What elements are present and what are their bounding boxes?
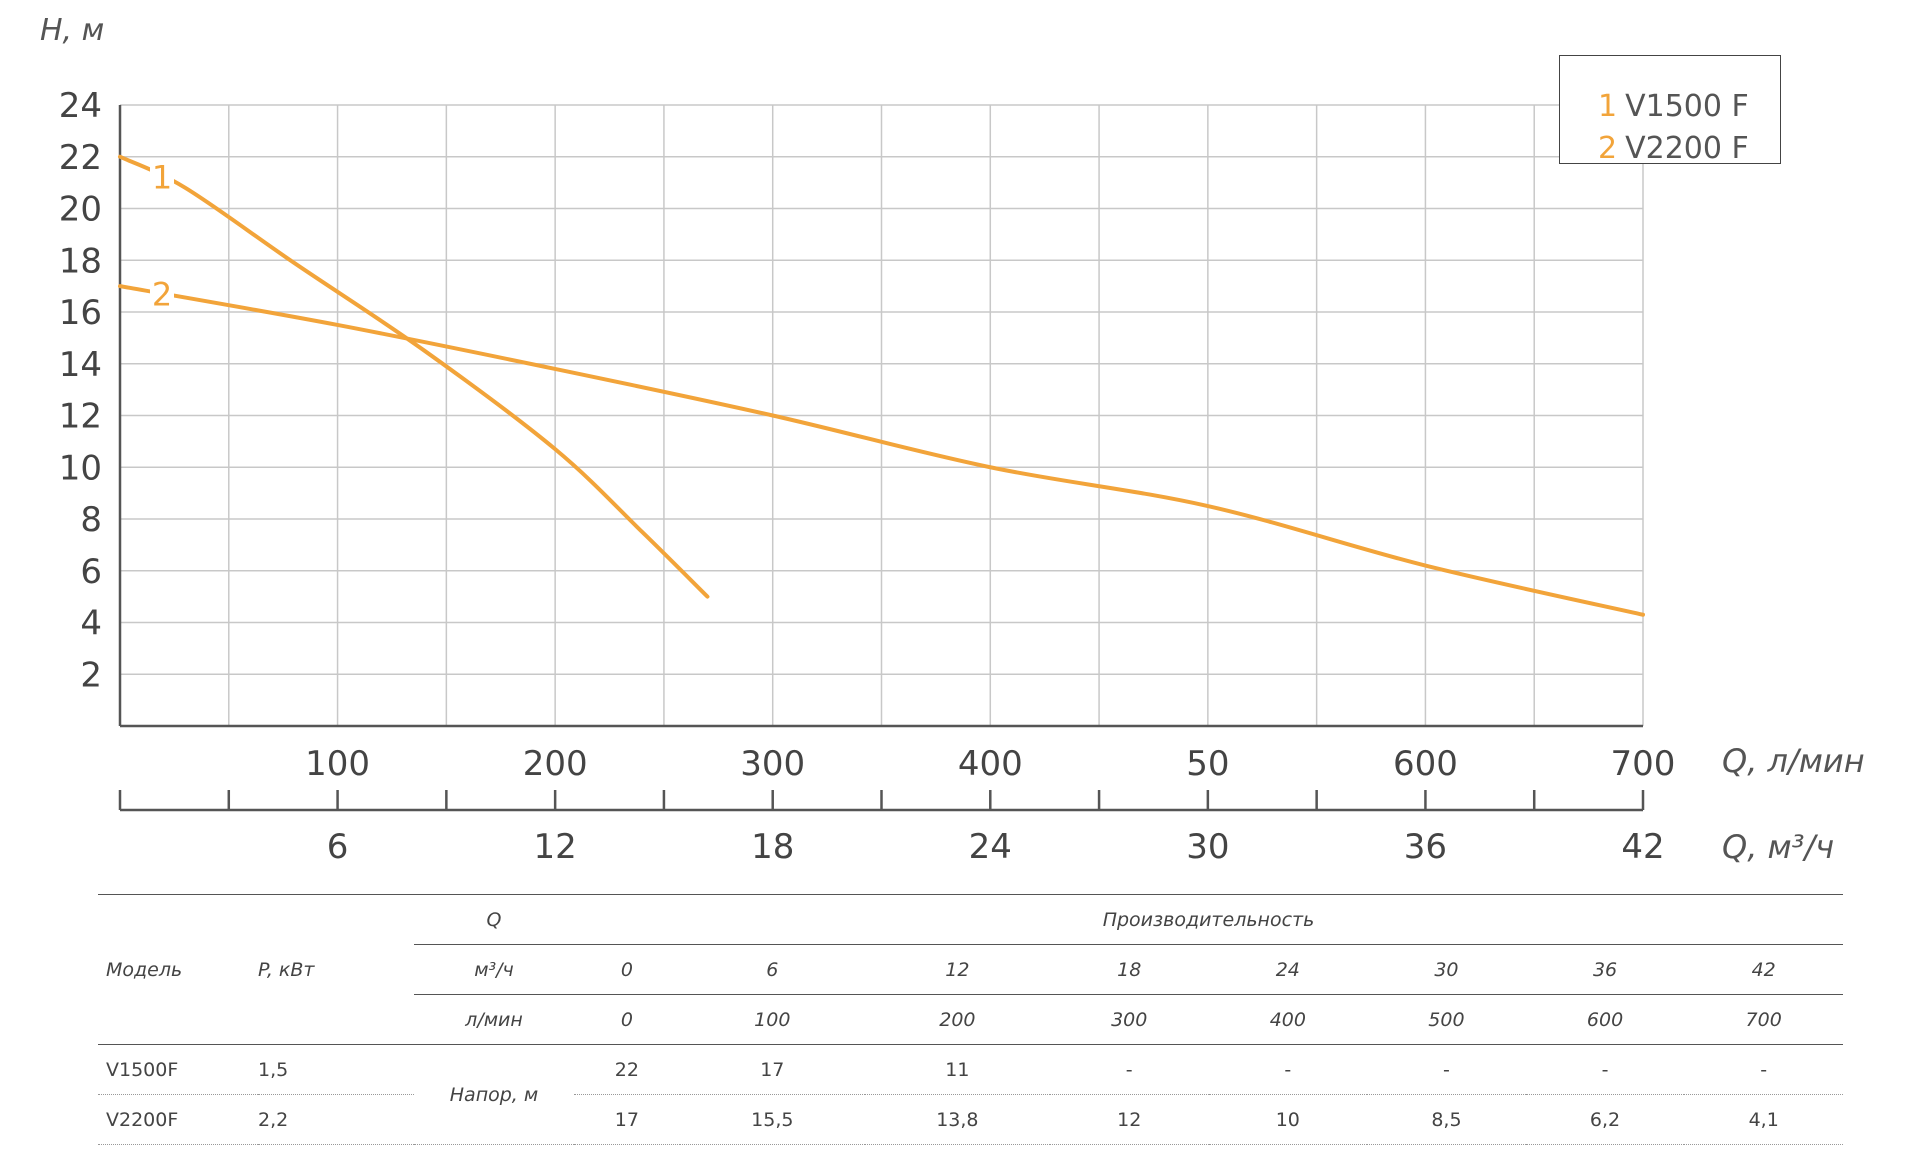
lpm-label: л/мин: [414, 994, 574, 1045]
x-tick-label-lpm: 50: [1186, 744, 1229, 784]
value-cell: 300: [1049, 994, 1209, 1045]
x-tick-label-lpm: 200: [523, 744, 588, 784]
value-cell: 12: [864, 944, 1050, 995]
value-cell: 700: [1684, 994, 1843, 1045]
legend-item-1: 1 V1500 F: [1598, 86, 1780, 128]
y-tick-label: 8: [80, 500, 102, 540]
model-header: Модель: [98, 894, 258, 1045]
value-cell: 500: [1367, 994, 1526, 1045]
power-cell: 2,2: [258, 1094, 414, 1145]
y-tick-label: 4: [80, 604, 102, 644]
x-tick-labels: 100 200 300 400 50 600 700 6 12 18 24 30 36 42: [305, 744, 1675, 867]
x-tick-label-lpm: 700: [1611, 744, 1676, 784]
x-tick-label-lpm: 400: [958, 744, 1023, 784]
performance-header: Производительность: [574, 894, 1843, 945]
model-cell: V1500F: [98, 1044, 258, 1095]
value-cell: 10: [1208, 1094, 1368, 1145]
series-line-2: [118, 284, 1645, 617]
series-label-background: [150, 160, 174, 191]
value-cell: 0: [574, 944, 680, 995]
table-row: V1500F 1,5 Напор, м 22 17 11- - - - -: [98, 1044, 1843, 1145]
value-cell: 12: [1049, 1094, 1209, 1145]
x-tick-label-m3h: 30: [1186, 827, 1229, 867]
x-tick-label-lpm: 600: [1393, 744, 1458, 784]
series-label-background: [150, 277, 174, 308]
value-cell: 30: [1367, 944, 1526, 995]
x-axis-label-lpm: Q, л/мин: [1722, 742, 1865, 780]
legend-item-name: V1500 F: [1625, 89, 1749, 124]
value-cell: 200: [864, 994, 1050, 1045]
y-tick-label: 2: [80, 655, 102, 695]
y-tick-label: 14: [59, 345, 102, 385]
value-cell: 15,5: [679, 1094, 865, 1145]
value-cell: 13,8: [864, 1094, 1050, 1145]
lpm-row: л/мин 0 100 200 300 400 500 600 700: [98, 994, 1843, 1045]
value-cell: 42: [1684, 944, 1843, 995]
x-axis-label-m3h: Q, м³/ч: [1722, 828, 1834, 866]
series-number-label: 1: [152, 159, 172, 197]
table-row: V2200F 2,2 17 15,5 13,8 12 10 8,5 6,2 4,1: [98, 1094, 1843, 1145]
series-number-label: 2: [152, 276, 172, 314]
x-tick-label-m3h: 12: [534, 827, 577, 867]
x-tick-label-m3h: 42: [1621, 827, 1664, 867]
power-cell: 1,5: [258, 1044, 414, 1095]
y-tick-label: 20: [59, 190, 102, 230]
performance-table: Модель P, кВт Q Производительность м³/ч …: [98, 894, 1843, 1145]
value-cell: 8,5: [1367, 1094, 1526, 1145]
legend-item-number: 2: [1598, 131, 1618, 166]
y-tick-label: 24: [59, 86, 102, 126]
chart-legend: 1 V1500 F 2 V2200 F: [1559, 55, 1781, 166]
x-tick-label-m3h: 18: [751, 827, 794, 867]
value-cell: -: [1049, 1044, 1209, 1095]
series-lines: 12: [118, 154, 1645, 617]
series-line-1: [118, 154, 710, 599]
x-tick-label-m3h: 24: [969, 827, 1012, 867]
chart-axes: [118, 105, 1645, 812]
y-tick-label: 18: [59, 241, 102, 281]
value-cell: 17: [574, 1094, 680, 1145]
value-cell: 36: [1525, 944, 1685, 995]
value-cell: 4,1: [1684, 1094, 1843, 1145]
value-cell: 11: [864, 1044, 1050, 1095]
y-tick-label: 10: [59, 448, 102, 488]
value-cell: -: [1525, 1044, 1685, 1095]
value-cell: -: [1208, 1044, 1368, 1095]
x-tick-label-m3h: 6: [327, 827, 349, 867]
head-label: Напор, м: [414, 1044, 574, 1145]
q-header: Q: [414, 894, 574, 945]
x-tick-label-lpm: 100: [305, 744, 370, 784]
legend-item-2: 2 V2200 F: [1598, 128, 1780, 170]
model-cell: V2200F: [98, 1094, 258, 1145]
value-cell: 22: [574, 1044, 680, 1095]
y-tick-label: 16: [59, 293, 102, 333]
y-tick-label: 12: [59, 397, 102, 437]
value-cell: 100: [679, 994, 865, 1045]
y-axis-label: H, м: [40, 13, 104, 48]
power-header: P, кВт: [258, 894, 414, 1045]
x-tick-label-lpm: 300: [740, 744, 805, 784]
value-cell: 18: [1049, 944, 1209, 995]
value-cell: 0: [574, 994, 680, 1045]
value-cell: 6: [679, 944, 865, 995]
x-tick-label-m3h: 36: [1404, 827, 1447, 867]
value-cell: 400: [1208, 994, 1368, 1045]
value-cell: -: [1367, 1044, 1526, 1095]
legend-item-name: V2200 F: [1625, 131, 1749, 166]
y-tick-label: 6: [80, 552, 102, 592]
value-cell: 6,2: [1525, 1094, 1685, 1145]
value-cell: 600: [1525, 994, 1685, 1045]
m3h-row: м³/ч 0 6 12 18 24 30 36 42: [98, 944, 1843, 995]
y-tick-label: 22: [59, 138, 102, 178]
chart-grid: [119, 104, 1644, 726]
m3h-label: м³/ч: [414, 944, 574, 995]
value-cell: 24: [1208, 944, 1368, 995]
legend-item-number: 1: [1598, 89, 1618, 124]
value-cell: -: [1684, 1044, 1843, 1095]
value-cell: 17: [679, 1044, 865, 1095]
